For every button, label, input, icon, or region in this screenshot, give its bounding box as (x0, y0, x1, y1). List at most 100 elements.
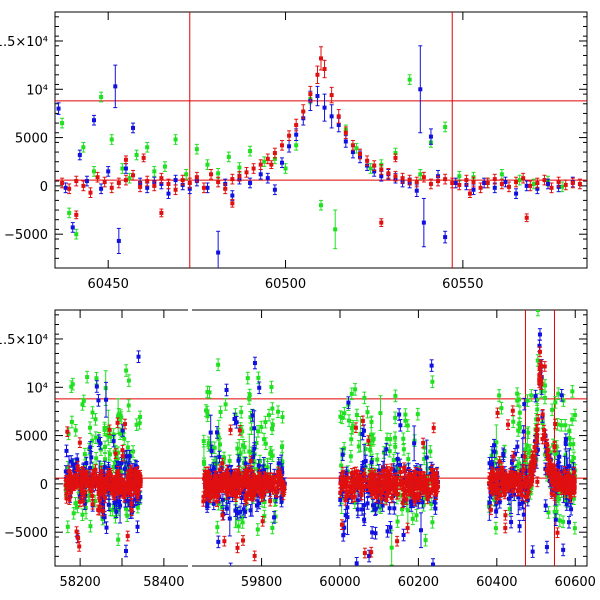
data-point (376, 504, 381, 509)
data-point (379, 174, 384, 179)
data-point (398, 423, 403, 428)
data-point (563, 441, 568, 446)
data-point (135, 524, 140, 529)
data-point (367, 554, 372, 559)
data-point (345, 515, 350, 520)
data-point (81, 398, 86, 403)
data-point (492, 443, 497, 448)
data-point (367, 468, 372, 473)
data-point (103, 457, 108, 462)
data-point (92, 169, 97, 174)
data-point (415, 467, 420, 472)
data-point (248, 415, 253, 420)
data-point (287, 144, 292, 149)
data-point (124, 368, 129, 373)
data-point (333, 227, 338, 232)
data-point (392, 506, 397, 511)
data-point (205, 185, 210, 190)
data-point (227, 578, 231, 582)
data-point (258, 162, 263, 167)
plot-frame (54, 309, 588, 567)
data-point (159, 176, 164, 181)
data-point (133, 497, 138, 502)
data-point (211, 466, 216, 471)
data-point (75, 504, 80, 509)
data-point (159, 210, 164, 215)
data-point (432, 499, 437, 504)
data-point (375, 457, 380, 462)
data-point (98, 465, 103, 470)
data-point (166, 191, 171, 196)
series-blue (63, 328, 576, 582)
data-point (184, 172, 189, 177)
series-green (60, 74, 565, 250)
data-point (563, 423, 568, 428)
data-point (387, 449, 392, 454)
data-point (322, 105, 327, 110)
data-point (530, 549, 535, 554)
data-point (418, 172, 423, 177)
data-point (123, 178, 128, 183)
data-point (257, 501, 262, 506)
data-point (363, 447, 368, 452)
data-point (106, 425, 111, 430)
data-point (208, 430, 213, 435)
data-point (267, 413, 272, 418)
data-point (497, 500, 502, 505)
data-point (354, 413, 359, 418)
data-point (517, 524, 522, 529)
data-point (247, 396, 252, 401)
data-point (517, 461, 522, 466)
data-point (248, 180, 253, 185)
data-point (116, 180, 121, 185)
data-point (405, 423, 410, 428)
data-point (422, 456, 427, 461)
data-point (108, 507, 113, 512)
data-point (276, 409, 281, 414)
data-point (120, 428, 125, 433)
data-point (355, 498, 360, 503)
data-point (351, 424, 356, 429)
data-point (252, 361, 257, 366)
data-point (173, 137, 178, 142)
data-point (88, 524, 93, 529)
data-point (209, 172, 214, 177)
data-point (224, 387, 229, 392)
data-point (255, 492, 260, 497)
x-tick-label: 60600 (555, 575, 596, 590)
data-point (407, 178, 412, 183)
full-light-curve-panel: −5000 0 5000 10⁴ 1.5×10⁴ 58200 58400 59800 60000… (0, 309, 596, 590)
data-point (570, 417, 575, 422)
data-point (69, 384, 74, 389)
data-point (122, 466, 127, 471)
data-point (535, 407, 540, 412)
data-point (263, 420, 268, 425)
data-point (104, 525, 109, 530)
data-point (73, 428, 78, 433)
data-point (223, 402, 228, 407)
data-point (67, 210, 72, 215)
data-point (397, 412, 402, 417)
data-point (205, 389, 210, 394)
data-point (255, 527, 260, 532)
data-point (118, 469, 123, 474)
data-point (173, 187, 178, 192)
plot-area (55, 12, 587, 268)
data-point (571, 455, 576, 460)
data-point (125, 499, 130, 504)
data-point (502, 449, 507, 454)
data-point (503, 180, 508, 185)
data-point (515, 398, 520, 403)
data-point (373, 506, 378, 511)
data-point (113, 451, 118, 456)
data-point (370, 457, 375, 462)
data-point (401, 447, 406, 452)
data-point (216, 502, 221, 507)
data-point (457, 174, 462, 179)
data-point (67, 186, 72, 191)
data-point (102, 425, 107, 430)
data-point (407, 77, 412, 82)
data-point (262, 437, 267, 442)
data-point (443, 235, 448, 240)
data-point (236, 458, 241, 463)
